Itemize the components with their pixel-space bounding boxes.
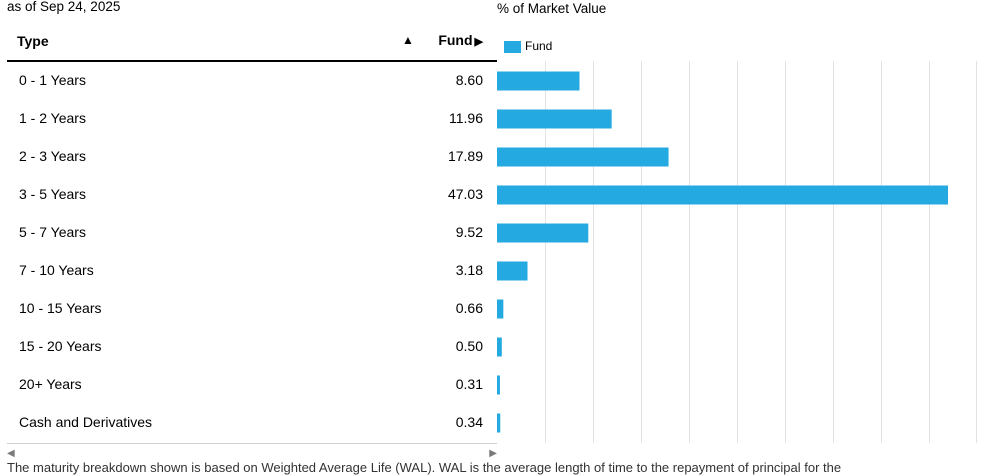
table-row: 3 - 5 Years 47.03 bbox=[7, 175, 497, 213]
scroll-right-icon[interactable]: ▶ bbox=[489, 448, 497, 459]
row-value: 0.31 bbox=[455, 376, 483, 392]
row-type: 1 - 2 Years bbox=[19, 110, 86, 126]
row-value: 0.34 bbox=[455, 414, 483, 430]
table-row: 20+ Years 0.31 bbox=[7, 365, 497, 403]
table-row: 2 - 3 Years 17.89 bbox=[7, 137, 497, 175]
row-type: 10 - 15 Years bbox=[19, 300, 102, 316]
row-type: 7 - 10 Years bbox=[19, 262, 94, 278]
row-type: 0 - 1 Years bbox=[19, 72, 86, 88]
column-header-fund[interactable]: Fund ▶ bbox=[438, 32, 483, 48]
bar[interactable] bbox=[497, 413, 501, 433]
chart-legend: Fund bbox=[504, 39, 552, 53]
bar[interactable] bbox=[497, 109, 612, 129]
bar[interactable] bbox=[497, 71, 580, 91]
table-header: Type ▲ Fund ▶ bbox=[7, 24, 497, 62]
bar[interactable] bbox=[497, 261, 528, 281]
bar-chart bbox=[497, 61, 977, 443]
table-row: 7 - 10 Years 3.18 bbox=[7, 251, 497, 289]
row-value: 11.96 bbox=[449, 110, 483, 126]
bar[interactable] bbox=[497, 299, 504, 319]
table-row: 5 - 7 Years 9.52 bbox=[7, 213, 497, 251]
row-type: Cash and Derivatives bbox=[19, 414, 153, 430]
bar[interactable] bbox=[497, 375, 500, 395]
chart-title: % of Market Value bbox=[497, 1, 607, 16]
row-type: 2 - 3 Years bbox=[19, 148, 86, 164]
column-header-fund-label: Fund bbox=[438, 32, 473, 48]
table-row: 1 - 2 Years 11.96 bbox=[7, 99, 497, 137]
row-type: 5 - 7 Years bbox=[19, 224, 86, 240]
row-value: 3.18 bbox=[455, 262, 483, 278]
table-row: Cash and Derivatives 0.34 bbox=[7, 403, 497, 441]
table-row: 0 - 1 Years 8.60 bbox=[7, 61, 497, 99]
bar[interactable] bbox=[497, 185, 948, 205]
legend-swatch bbox=[504, 40, 521, 53]
row-value: 17.89 bbox=[447, 148, 483, 164]
bar[interactable] bbox=[497, 223, 589, 243]
row-value: 47.03 bbox=[447, 186, 483, 202]
chevron-right-icon: ▶ bbox=[474, 36, 483, 48]
row-value: 0.50 bbox=[455, 338, 483, 354]
table-row: 15 - 20 Years 0.50 bbox=[7, 327, 497, 365]
table-body: 0 - 1 Years 8.60 1 - 2 Years 11.96 2 - 3 Y… bbox=[7, 61, 497, 441]
column-header-type[interactable]: Type bbox=[17, 33, 49, 49]
horizontal-scrollbar[interactable]: ◀ ▶ bbox=[7, 443, 497, 460]
bar[interactable] bbox=[497, 147, 669, 167]
table-row: 10 - 15 Years 0.66 bbox=[7, 289, 497, 327]
legend-label: Fund bbox=[525, 39, 553, 53]
scroll-left-icon[interactable]: ◀ bbox=[7, 448, 15, 459]
as-of-date: as of Sep 24, 2025 bbox=[7, 0, 121, 14]
sort-ascending-icon[interactable]: ▲ bbox=[402, 33, 414, 47]
row-value: 8.60 bbox=[455, 72, 483, 88]
bar[interactable] bbox=[497, 337, 502, 357]
footnote: The maturity breakdown shown is based on… bbox=[7, 460, 842, 475]
row-type: 15 - 20 Years bbox=[19, 338, 102, 354]
row-type: 20+ Years bbox=[19, 376, 82, 392]
row-value: 9.52 bbox=[455, 224, 483, 240]
scrollbar-track[interactable] bbox=[7, 443, 497, 444]
row-value: 0.66 bbox=[455, 300, 483, 316]
row-type: 3 - 5 Years bbox=[19, 186, 86, 202]
